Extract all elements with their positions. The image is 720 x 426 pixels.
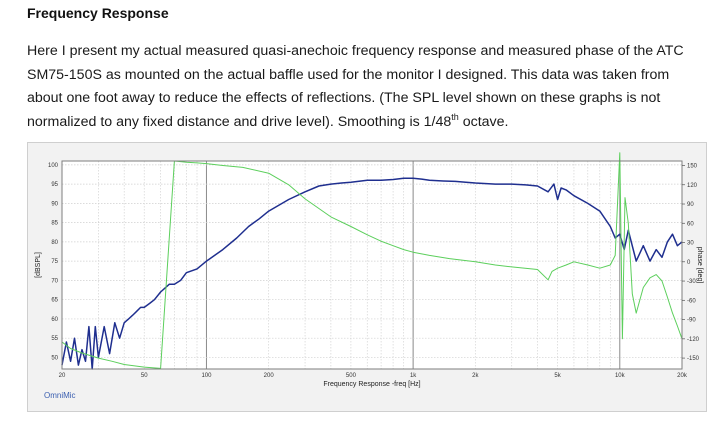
y-right-tick-label: 150: [687, 163, 698, 169]
x-tick-label: 20: [59, 373, 66, 379]
x-tick-label: 500: [346, 373, 357, 379]
x-tick-label: 5k: [554, 373, 561, 379]
paragraph-tail: octave.: [458, 113, 509, 130]
y-right-tick-label: 0: [687, 260, 691, 266]
y-left-tick-label: 100: [48, 163, 59, 169]
tick-labels: 20 50 100 200 500 1k 2k 5k 10k 20k 50 55 60 65 70 75 80 8…: [48, 163, 700, 379]
y-left-tick-label: 60: [51, 317, 58, 323]
x-tick-label: 2k: [472, 373, 479, 379]
measurement-figure: 20 50 100 200 500 1k 2k 5k 10k 20k 50 55 60 65 70 75 80 8…: [27, 142, 707, 412]
y-left-tick-label: 70: [51, 278, 58, 284]
x-tick-label: 20k: [677, 373, 688, 379]
y-right-tick-label: -120: [687, 337, 700, 343]
y-right-tick-label: 90: [687, 202, 694, 208]
paragraph-superscript: th: [451, 111, 459, 122]
y-left-tick-label: 55: [51, 336, 58, 342]
section-heading: Frequency Response: [27, 5, 169, 21]
y-right-tick-label: -30: [687, 279, 696, 285]
plot-frame: [61, 160, 683, 370]
omnimic-logo-text: OmniMic: [44, 391, 76, 400]
y-left-tick-label: 95: [51, 182, 58, 188]
paragraph-text: Here I present my actual measured quasi-…: [27, 43, 684, 130]
right-axis-title: phase [deg]: [696, 247, 703, 284]
y-left-tick-label: 65: [51, 298, 58, 304]
x-tick-label: 200: [264, 373, 275, 379]
y-right-tick-label: 30: [687, 241, 694, 247]
spl-series-line: [61, 177, 683, 370]
plot-background: [62, 161, 682, 369]
x-tick-label: 50: [141, 373, 148, 379]
grid-lines: [62, 161, 682, 369]
y-right-tick-label: -90: [687, 318, 696, 324]
y-left-tick-label: 50: [51, 355, 58, 361]
x-tick-label: 1k: [410, 373, 417, 379]
y-left-tick-label: 90: [51, 201, 58, 207]
x-axis-title: Frequency Response -freq [Hz]: [323, 381, 420, 388]
y-right-tick-label: 60: [687, 221, 694, 227]
y-left-tick-label: 80: [51, 240, 58, 246]
y-left-tick-label: 75: [51, 259, 58, 265]
left-axis-title: [dBSPL]: [35, 252, 42, 278]
y-left-tick-label: 85: [51, 221, 58, 227]
y-right-tick-label: 120: [687, 183, 698, 189]
x-tick-label: 10k: [615, 373, 626, 379]
frequency-response-chart: 20 50 100 200 500 1k 2k 5k 10k 20k 50 55 60 65 70 75 80 8…: [35, 152, 703, 388]
body-paragraph: Here I present my actual measured quasi-…: [27, 40, 707, 134]
y-right-tick-label: -150: [687, 356, 700, 362]
x-tick-label: 100: [201, 373, 212, 379]
y-right-tick-label: -60: [687, 298, 696, 304]
